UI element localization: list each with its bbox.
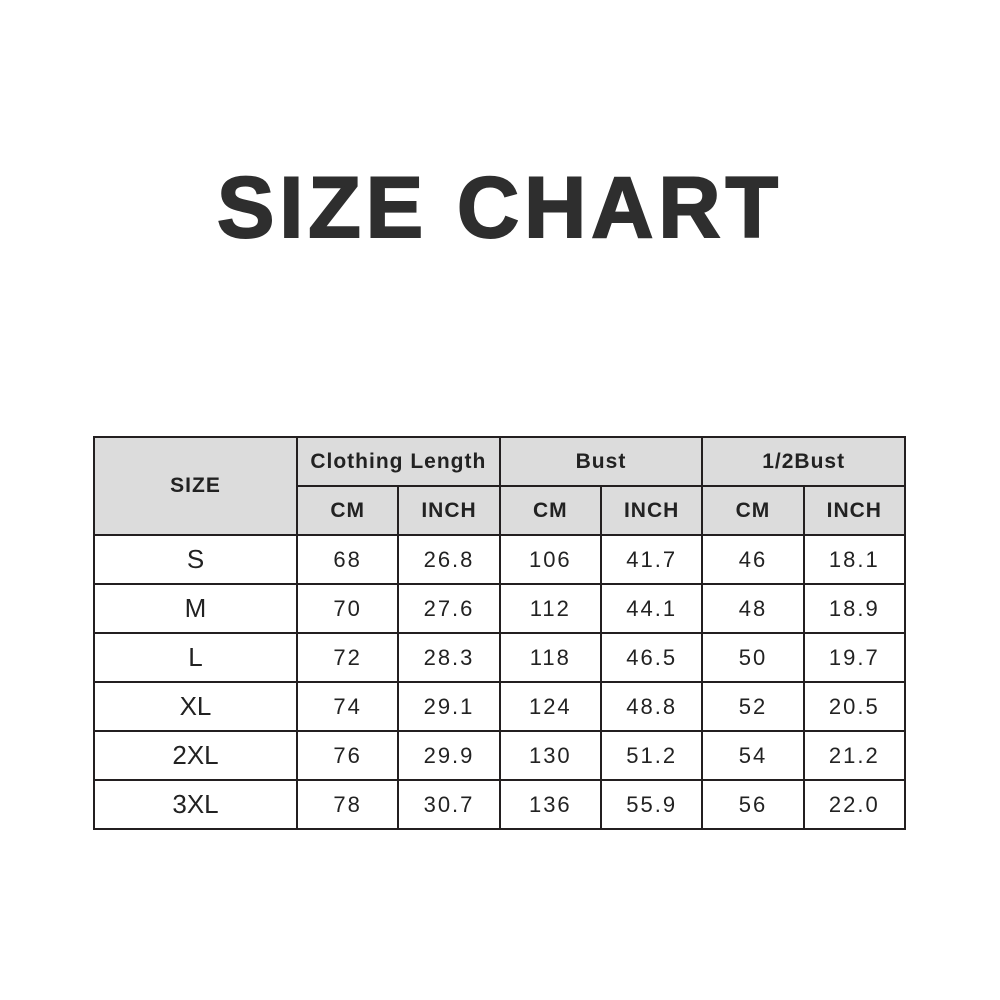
value-cell: 68 — [295, 534, 400, 585]
value-cell: 41.7 — [599, 534, 704, 585]
value-cell: 51.2 — [599, 730, 704, 781]
size-cell: XL — [93, 681, 298, 732]
size-cell: 3XL — [93, 779, 298, 830]
unit-header: CM — [295, 485, 400, 536]
group-header-half-bust: 1/2Bust — [701, 436, 906, 487]
value-cell: 30.7 — [397, 779, 501, 830]
group-header-bust: Bust — [498, 436, 704, 487]
page-title: SIZE CHART — [216, 159, 783, 257]
size-cell: M — [93, 583, 298, 634]
value-cell: 46 — [701, 534, 805, 585]
table-row: S 68 26.8 106 41.7 46 18.1 — [93, 534, 907, 585]
table-row: L 72 28.3 118 46.5 50 19.7 — [93, 632, 907, 683]
value-cell: 52 — [701, 681, 805, 732]
value-cell: 50 — [701, 632, 805, 683]
value-cell: 26.8 — [397, 534, 501, 585]
value-cell: 48 — [701, 583, 805, 634]
value-cell: 72 — [295, 632, 400, 683]
table-row: XL 74 29.1 124 48.8 52 20.5 — [93, 681, 907, 732]
value-cell: 78 — [295, 779, 400, 830]
value-cell: 48.8 — [599, 681, 704, 732]
value-cell: 118 — [498, 632, 602, 683]
value-cell: 27.6 — [397, 583, 501, 634]
value-cell: 76 — [295, 730, 400, 781]
value-cell: 19.7 — [802, 632, 907, 683]
value-cell: 22.0 — [802, 779, 907, 830]
unit-header: CM — [701, 485, 805, 536]
value-cell: 124 — [498, 681, 602, 732]
value-cell: 46.5 — [599, 632, 704, 683]
size-cell: 2XL — [93, 730, 298, 781]
value-cell: 18.9 — [802, 583, 907, 634]
unit-header: INCH — [802, 485, 907, 536]
value-cell: 56 — [701, 779, 805, 830]
value-cell: 20.5 — [802, 681, 907, 732]
value-cell: 29.1 — [397, 681, 501, 732]
value-cell: 130 — [498, 730, 602, 781]
unit-header: INCH — [397, 485, 501, 536]
size-cell: S — [93, 534, 298, 585]
value-cell: 55.9 — [599, 779, 704, 830]
size-header: SIZE — [93, 436, 298, 536]
value-cell: 44.1 — [599, 583, 704, 634]
value-cell: 21.2 — [802, 730, 907, 781]
value-cell: 112 — [498, 583, 602, 634]
table-row: 3XL 78 30.7 136 55.9 56 22.0 — [93, 779, 907, 830]
value-cell: 54 — [701, 730, 805, 781]
value-cell: 106 — [498, 534, 602, 585]
table-row: M 70 27.6 112 44.1 48 18.9 — [93, 583, 907, 634]
group-header-clothing-length: Clothing Length — [296, 436, 501, 487]
value-cell: 74 — [295, 681, 400, 732]
value-cell: 28.3 — [397, 632, 501, 683]
size-cell: L — [93, 632, 298, 683]
unit-header: INCH — [599, 485, 704, 536]
value-cell: 70 — [295, 583, 400, 634]
value-cell: 136 — [498, 779, 602, 830]
value-cell: 29.9 — [397, 730, 501, 781]
unit-header: CM — [498, 485, 602, 536]
value-cell: 18.1 — [802, 534, 907, 585]
table-row: 2XL 76 29.9 130 51.2 54 21.2 — [93, 730, 907, 781]
size-chart-table: SIZE Clothing Length Bust 1/2Bust CM INC… — [93, 436, 907, 830]
